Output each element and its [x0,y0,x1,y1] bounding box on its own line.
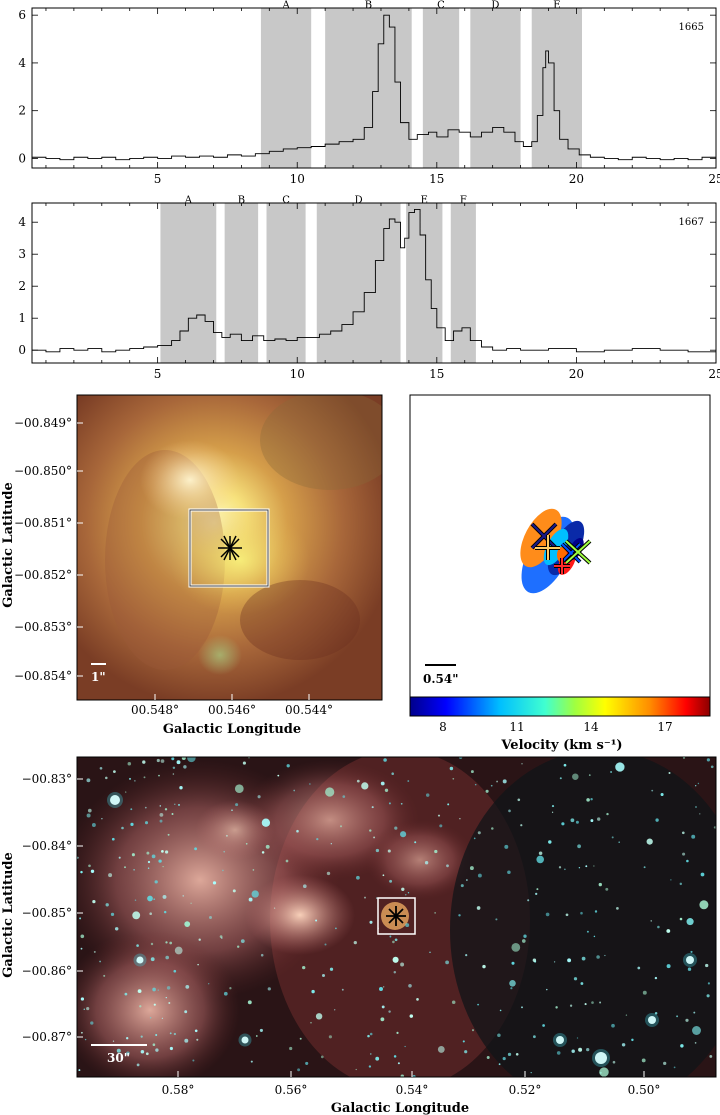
colorbar-ticks: 8 11 14 17 [439,720,672,734]
velocity-band [422,8,460,168]
y-tick-label: 3 [18,247,26,261]
velocity-band [531,8,582,168]
x-tick-label: 15 [429,172,444,186]
y-tick-label: 0 [18,343,26,357]
wide-x-tick-label: 0.52° [509,1083,542,1097]
spectrum-1667-panel: A B C D E F 5 10 15 20 25 0 1 2 3 4 1667 [18,195,720,381]
maser-positions-panel: 0.54" 8 11 14 17 Velocity (km s⁻¹) [409,394,711,753]
velocity-band [316,203,401,363]
wide-x-tick-label: 0.50° [628,1083,661,1097]
y-tick-label: 1 [18,311,26,325]
wide-x-tick-label: 0.54° [396,1083,429,1097]
velocity-colorbar [409,696,711,717]
y-tick-label: 0 [18,151,26,165]
wide-y-tick-label: −00.85° [22,906,72,920]
band-label: D [491,0,499,11]
spectrum-frame [31,202,717,364]
x-tick-label: 10 [290,367,305,381]
velocity-band [266,203,306,363]
spectrum-annotation: 1665 [679,22,704,33]
band-label: B [238,195,245,206]
spectrum-1665-panel: A B C D E 5 10 15 20 25 0 2 4 6 1665 [18,0,720,186]
colorbar-tick-label: 17 [657,720,672,734]
band-label: A [184,195,193,206]
wide-image-panel: 30" 0.58° 0.56° 0.54° 0.52° 0.50° −00.83° −00.… [1,756,717,1115]
colorbar-title: Velocity (km s⁻¹) [500,738,622,753]
zoom-y-tick-label: −00.852° [14,568,72,582]
x-tick-label: 20 [569,172,584,186]
maser-scale-bar-label: 0.54" [423,672,458,686]
velocity-band [470,8,521,168]
colorbar-tick-label: 8 [439,720,447,734]
band-label: D [355,195,363,206]
band-label: A [281,0,290,11]
x-tick-label: 25 [708,172,720,186]
y-tick-label: 4 [18,215,26,229]
zoom-y-tick-label: −00.850° [14,464,72,478]
spectrum-annotation: 1667 [679,217,704,228]
band-label: E [421,195,428,206]
velocity-band [406,203,443,363]
wide-y-axis-title: Galactic Latitude [1,852,16,978]
x-tick-label: 15 [429,367,444,381]
wide-y-tick-label: −00.83° [22,772,72,786]
zoom-scale-bar-label: 1" [91,670,106,684]
x-tick-label: 20 [569,367,584,381]
x-tick-label: 5 [154,172,162,186]
wide-x-tick-label: 0.56° [275,1083,308,1097]
spectrum-frame [31,7,717,169]
velocity-band [260,8,312,168]
wide-y-tick-label: −00.86° [22,964,72,978]
wide-y-tick-label: −00.87° [22,1030,72,1044]
band-label: E [553,0,560,11]
zoom-image-panel: 1" 00.548° 00.546° 00.544° −00.849° −00.850°… [1,394,383,737]
spectrum-line [32,14,717,161]
y-tick-label: 2 [18,104,26,118]
wide-scale-bar-label: 30" [107,1051,130,1065]
spectrum-line [32,208,717,353]
zoom-axis-ticks: 00.548° 00.546° 00.544° −00.849° −00.850° −00… [14,416,333,717]
y-tick-label: 4 [18,56,26,70]
zoom-x-tick-label: 00.544° [285,703,333,717]
band-label: B [365,0,372,11]
velocity-band [450,203,476,363]
colorbar-tick-label: 14 [583,720,599,734]
x-tick-label: 5 [154,367,162,381]
zoom-maser-marker [218,535,242,561]
zoom-x-tick-label: 00.548° [131,703,179,717]
velocity-band [160,203,217,363]
zoom-y-tick-label: −00.849° [14,416,72,430]
zoom-x-axis-title: Galactic Longitude [163,722,301,737]
band-label: C [437,0,445,11]
wide-x-axis-title: Galactic Longitude [331,1101,469,1115]
zoom-y-axis-title: Galactic Latitude [1,482,16,608]
y-tick-label: 6 [18,8,26,22]
zoom-y-tick-label: −00.853° [14,620,72,634]
zoom-x-tick-label: 00.546° [208,703,256,717]
colorbar-tick-label: 11 [509,720,524,734]
wide-field-stars [77,757,716,1077]
wide-maser-marker [386,906,406,926]
band-label: C [282,195,290,206]
zoom-y-tick-label: −00.851° [14,516,72,530]
wide-x-tick-label: 0.58° [162,1083,195,1097]
maser-markers [530,522,592,574]
zoom-y-tick-label: −00.854° [14,669,72,683]
wide-axis-ticks: 0.58° 0.56° 0.54° 0.52° 0.50° −00.83° −00.84° −… [22,772,661,1097]
x-tick-label: 25 [708,367,720,381]
x-tick-label: 10 [290,172,305,186]
y-tick-label: 2 [18,279,26,293]
wide-y-tick-label: −00.84° [22,839,72,853]
band-label: F [460,195,467,206]
